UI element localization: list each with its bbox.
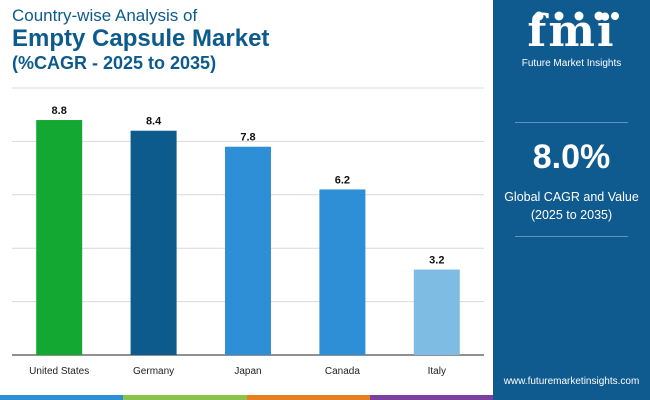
brand-name: Future Market Insights (521, 58, 622, 69)
footer-stripe-segment (369, 395, 493, 400)
x-tick-label: United States (29, 366, 89, 377)
chart-title-line1: Country-wise Analysis of (12, 6, 198, 25)
footer-stripe-segment (123, 395, 247, 400)
logo-icons (534, 11, 619, 21)
x-tick-label: Germany (133, 366, 174, 377)
caption-line1: Global CAGR and Value (504, 190, 639, 204)
bar-italy (413, 269, 460, 355)
bar-chart: 8.8 United States 8.4 Germany 7.8 Japan 6.2 Can… (12, 87, 484, 377)
chart-subtitle: (%CAGR - 2025 to 2035) (12, 53, 217, 73)
bar-canada (319, 189, 366, 355)
website-link[interactable]: www.futuremarketinsights.com (503, 376, 640, 387)
data-label: 6.2 (335, 174, 350, 186)
data-label: 8.8 (52, 105, 67, 117)
data-label: 8.4 (146, 116, 162, 128)
footer-stripe-segment (0, 395, 124, 400)
bars-layer (36, 120, 460, 355)
x-tick-label: Japan (234, 366, 261, 377)
chart-title-block: Country-wise Analysis of Empty Capsule M… (12, 6, 269, 74)
brand-logo: fmi Future Market Insights (493, 8, 650, 70)
x-tick-label: Canada (325, 366, 360, 377)
x-tick-label: Italy (428, 366, 446, 377)
divider-top (515, 122, 628, 123)
divider-bottom (515, 236, 628, 237)
labels-layer: 8.8 United States 8.4 Germany 7.8 Japan 6.2 Can… (29, 105, 446, 377)
footer-stripe-segment (246, 395, 370, 400)
headline-value: 8.0% (532, 138, 611, 176)
bar-united-states (36, 120, 83, 355)
summary-panel: fmi Future Market Insights 8.0% Global C… (493, 0, 650, 400)
headline-caption: Global CAGR and Value (2025 to 2035) (493, 188, 650, 224)
chart-title-line2: Empty Capsule Market (12, 25, 270, 52)
bar-germany (130, 130, 177, 355)
data-label: 3.2 (429, 255, 444, 267)
bar-japan (225, 146, 271, 355)
data-label: 7.8 (240, 132, 255, 144)
caption-line2: (2025 to 2035) (530, 208, 613, 222)
